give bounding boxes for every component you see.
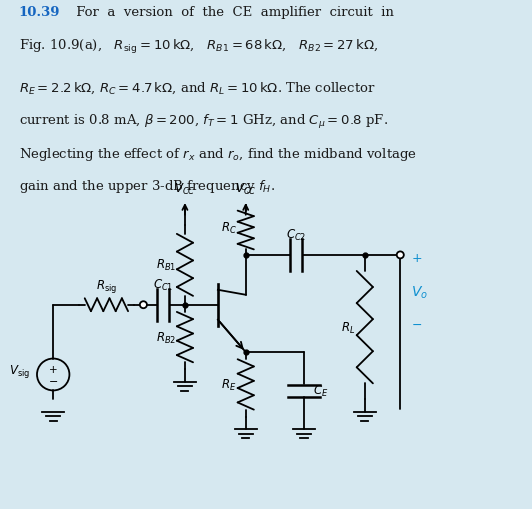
Circle shape: [397, 252, 404, 259]
Text: $R_E = 2.2\,{\rm k\Omega}$, $R_C = 4.7\,{\rm k\Omega}$, and $R_L = 10\,{\rm k\Om: $R_E = 2.2\,{\rm k\Omega}$, $R_C = 4.7\,…: [19, 80, 375, 96]
Text: $V_o$: $V_o$: [411, 285, 428, 301]
Text: +: +: [49, 365, 57, 375]
Text: $V_{CC}$: $V_{CC}$: [235, 182, 256, 196]
Circle shape: [140, 302, 147, 308]
Text: $C_{C1}$: $C_{C1}$: [153, 277, 173, 292]
Text: $R_{\rm sig}$: $R_{\rm sig}$: [96, 277, 117, 294]
Text: $R_E$: $R_E$: [221, 377, 237, 392]
Text: Neglecting the effect of $r_x$ and $r_o$, find the midband voltage: Neglecting the effect of $r_x$ and $r_o$…: [19, 146, 417, 162]
Text: 10.39: 10.39: [19, 6, 60, 18]
Text: $V_{\rm sig}$: $V_{\rm sig}$: [9, 362, 30, 379]
Text: $R_{B2}$: $R_{B2}$: [155, 330, 176, 345]
Text: current is 0.8 mA, $\beta = 200$, $f_T = 1$ GHz, and $C_\mu = 0.8$ pF.: current is 0.8 mA, $\beta = 200$, $f_T =…: [19, 113, 388, 131]
Text: +: +: [411, 251, 422, 264]
Text: Fig. 10.9(a),   $R_{\rm sig} = 10\,{\rm k\Omega}$,   $R_{B1} = 68\,{\rm k\Omega}: Fig. 10.9(a), $R_{\rm sig} = 10\,{\rm k\…: [19, 38, 378, 56]
Text: $R_{B1}$: $R_{B1}$: [155, 258, 176, 273]
Text: $C_{C2}$: $C_{C2}$: [286, 228, 306, 242]
Text: For  a  version  of  the  CE  amplifier  circuit  in: For a version of the CE amplifier circui…: [72, 6, 394, 18]
Text: −: −: [48, 376, 58, 386]
Text: gain and the upper 3-dB frequency $f_H$.: gain and the upper 3-dB frequency $f_H$.: [19, 178, 275, 195]
Text: $R_L$: $R_L$: [342, 320, 356, 335]
Text: $C_E$: $C_E$: [313, 383, 329, 399]
Text: −: −: [411, 319, 422, 331]
Text: $V_{CC}$: $V_{CC}$: [174, 182, 196, 196]
Text: $R_C$: $R_C$: [221, 220, 237, 236]
